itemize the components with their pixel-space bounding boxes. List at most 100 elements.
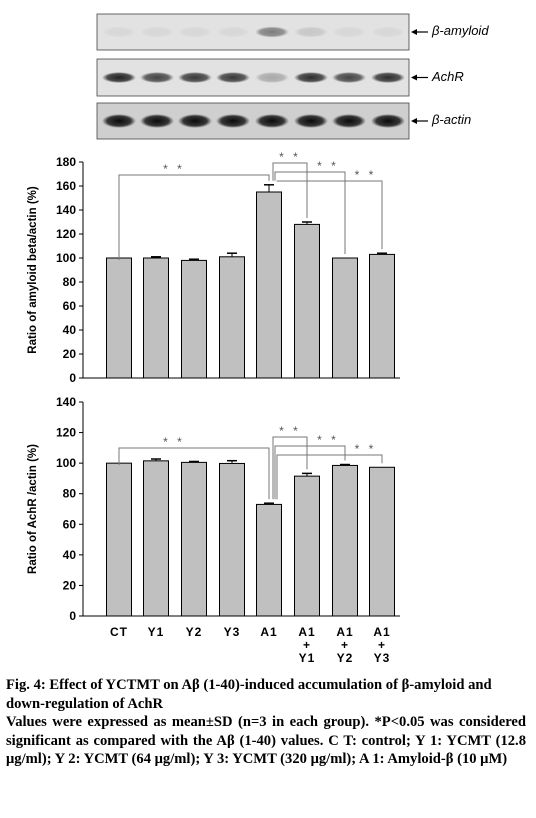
y-tick-label: 0 bbox=[69, 371, 76, 385]
y-tick-label: 120 bbox=[56, 227, 76, 241]
x-tick-label: Y2 bbox=[186, 625, 203, 639]
blot-band bbox=[255, 114, 289, 128]
bar bbox=[219, 462, 245, 617]
y-tick-label: 20 bbox=[63, 578, 77, 592]
significance-label: * * bbox=[279, 150, 301, 164]
x-tick-label: Y2 bbox=[337, 651, 354, 665]
blot-band bbox=[178, 72, 212, 83]
blot-band bbox=[371, 114, 405, 128]
y-tick-label: 60 bbox=[63, 299, 77, 313]
achr-ratio-chart: 0 20 40 60 80 100 120 140 Ratio of AchR /actin (… bbox=[27, 395, 400, 665]
x-tick-label: A1 bbox=[373, 625, 390, 639]
western-blot-panel bbox=[96, 13, 428, 140]
blot-band bbox=[294, 72, 328, 83]
blot-arrow-head bbox=[411, 29, 417, 35]
blot-band bbox=[332, 26, 366, 38]
blot-band bbox=[216, 72, 250, 83]
y-tick-label: 120 bbox=[56, 426, 76, 440]
y-tick-label: 0 bbox=[69, 609, 76, 623]
blot-band bbox=[102, 26, 136, 38]
blot-label: β-amyloid bbox=[432, 23, 489, 38]
y-tick-label: 100 bbox=[56, 456, 76, 470]
x-tick-label: + bbox=[341, 638, 349, 652]
significance-bracket bbox=[118, 447, 270, 500]
amyloid-ratio-chart: 0 20 40 60 80 100 120 140 160 180 Ratio of amyloid… bbox=[27, 150, 400, 385]
y-tick-label: 40 bbox=[63, 548, 77, 562]
y-tick-label: 80 bbox=[63, 487, 77, 501]
y-tick-label: 180 bbox=[56, 155, 76, 169]
significance-bracket bbox=[276, 180, 383, 250]
blot-band bbox=[102, 72, 136, 83]
bar bbox=[369, 466, 395, 617]
x-tick-label: A1 bbox=[298, 625, 315, 639]
bar bbox=[106, 257, 132, 379]
bar bbox=[143, 257, 169, 379]
significance-label: * * bbox=[317, 433, 339, 447]
y-tick-label: 40 bbox=[63, 323, 77, 337]
y-axis-label: Ratio of AchR /actin (%) bbox=[27, 444, 39, 574]
blot-band bbox=[178, 26, 212, 38]
blot-band bbox=[371, 26, 405, 38]
bar bbox=[219, 256, 245, 379]
significance-bracket bbox=[276, 454, 383, 500]
x-tick-label: A1 bbox=[336, 625, 353, 639]
blot-band bbox=[216, 26, 250, 38]
blot-arrow-head bbox=[411, 118, 417, 124]
bar bbox=[106, 462, 132, 617]
caption-title: Fig. 4: Effect of YCTMT on Aβ (1-40)-ind… bbox=[6, 677, 492, 712]
significance-bracket bbox=[274, 445, 346, 500]
y-tick-label: 140 bbox=[56, 203, 76, 217]
x-tick-label: Y3 bbox=[374, 651, 391, 665]
blot-band bbox=[294, 114, 328, 128]
blot-band bbox=[371, 72, 405, 83]
bar bbox=[332, 464, 358, 617]
significance-bracket bbox=[272, 436, 308, 500]
significance-label: * * bbox=[355, 168, 377, 182]
y-tick-label: 80 bbox=[63, 275, 77, 289]
blot-arrow-head bbox=[411, 74, 417, 81]
significance-label: * * bbox=[355, 442, 377, 456]
significance-bracket bbox=[118, 174, 270, 260]
blot-label: AchR bbox=[432, 68, 464, 84]
blot-label: β-actin bbox=[432, 112, 472, 127]
blot-band bbox=[140, 26, 174, 38]
bar bbox=[294, 475, 320, 617]
y-tick-label: 60 bbox=[63, 517, 77, 531]
blot-band bbox=[332, 114, 366, 128]
y-axis-label: Ratio of amyloid beta/actin (%) bbox=[27, 186, 39, 354]
x-tick-label: Y3 bbox=[224, 625, 241, 639]
bar bbox=[181, 461, 207, 617]
significance-label: * * bbox=[279, 424, 301, 438]
figure-caption: Fig. 4: Effect of YCTMT on Aβ (1-40)-ind… bbox=[6, 676, 526, 769]
x-tick-label: Y1 bbox=[299, 651, 316, 665]
blot-band bbox=[294, 26, 328, 38]
x-tick-label: CT bbox=[110, 625, 128, 639]
blot-band bbox=[178, 114, 212, 128]
bar bbox=[256, 191, 282, 379]
y-tick-label: 100 bbox=[56, 251, 76, 265]
significance-label: * * bbox=[163, 435, 185, 449]
significance-label: * * bbox=[163, 162, 185, 176]
significance-label: * * bbox=[317, 159, 339, 173]
x-tick-label: + bbox=[303, 638, 311, 652]
x-tick-label: A1 bbox=[260, 625, 277, 639]
y-tick-label: 160 bbox=[56, 179, 76, 193]
bar bbox=[294, 223, 320, 379]
blot-band bbox=[255, 26, 289, 38]
significance-bracket bbox=[272, 162, 308, 218]
blot-band bbox=[216, 114, 250, 128]
significance-bracket bbox=[274, 171, 346, 254]
y-tick-label: 140 bbox=[56, 395, 76, 409]
blot-band bbox=[140, 72, 174, 83]
blot-band bbox=[255, 72, 289, 83]
bar bbox=[181, 259, 207, 379]
bar bbox=[143, 460, 169, 617]
bar bbox=[256, 503, 282, 617]
blot-band bbox=[332, 72, 366, 83]
y-tick-label: 20 bbox=[63, 347, 77, 361]
bar bbox=[369, 253, 395, 379]
x-tick-label: Y1 bbox=[148, 625, 165, 639]
x-tick-label: + bbox=[378, 638, 386, 652]
caption-description: Values were expressed as mean±SD (n=3 in… bbox=[6, 714, 526, 768]
blot-band bbox=[102, 114, 136, 128]
